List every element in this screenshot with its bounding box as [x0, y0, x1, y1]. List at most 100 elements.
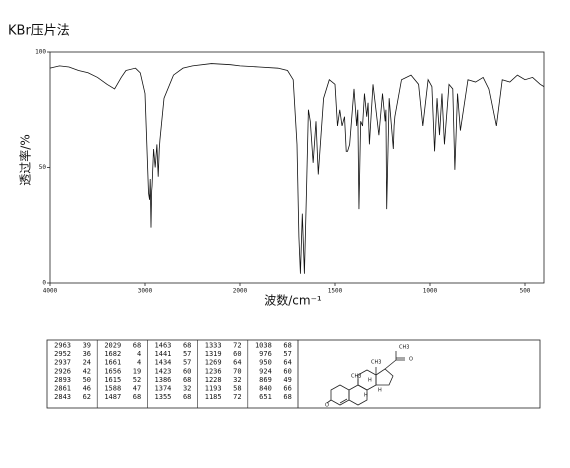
- structure-label: CH3: [351, 374, 361, 380]
- x-tick-label: 3000: [138, 288, 153, 295]
- x-axis-label: 波数/cm⁻¹: [264, 293, 322, 308]
- wavenumber: 1333: [205, 342, 222, 350]
- wavenumber: 1463: [155, 342, 172, 350]
- structure-label: H: [368, 378, 372, 384]
- x-tick-label: 500: [520, 288, 531, 295]
- transmittance: 36: [83, 350, 91, 358]
- structure-label: H: [378, 388, 382, 394]
- transmittance: 72: [233, 342, 241, 350]
- x-tick-label: 1000: [423, 288, 438, 295]
- transmittance: 68: [183, 393, 191, 401]
- peak-table: 2963 39 2952 36 2937 24 2926 42 2893 50 2861 46 2843…: [46, 339, 541, 409]
- transmittance: 52: [133, 376, 141, 384]
- transmittance: 68: [133, 393, 141, 401]
- wavenumber: 1193: [205, 385, 222, 393]
- transmittance: 68: [183, 376, 191, 384]
- wavenumber: 1434: [155, 359, 172, 367]
- wavenumber: 1185: [205, 393, 222, 401]
- transmittance: 70: [233, 367, 241, 375]
- wavenumber: 1682: [104, 350, 121, 358]
- transmittance: 68: [183, 342, 191, 350]
- wavenumber: 976: [259, 350, 272, 358]
- wavenumber: 1656: [104, 367, 121, 375]
- wavenumber: 2952: [54, 350, 71, 358]
- wavenumber: 1374: [155, 385, 172, 393]
- wavenumber: 2029: [104, 342, 121, 350]
- table-border: [46, 339, 541, 409]
- structure: [326, 351, 405, 406]
- transmittance: 50: [83, 376, 91, 384]
- y-tick-label: 100: [35, 49, 46, 56]
- x-tick-label: 2000: [233, 288, 248, 295]
- transmittance: 57: [183, 359, 191, 367]
- transmittance: 32: [233, 376, 241, 384]
- transmittance: 62: [83, 393, 91, 401]
- wavenumber: 840: [259, 385, 272, 393]
- transmittance: 32: [183, 385, 191, 393]
- transmittance: 58: [233, 385, 241, 393]
- transmittance: 72: [233, 393, 241, 401]
- wavenumber: 1588: [104, 385, 121, 393]
- x-tick-label: 4000: [43, 288, 58, 295]
- transmittance: 60: [283, 367, 291, 375]
- transmittance: 68: [283, 342, 291, 350]
- wavenumber: 1269: [205, 359, 222, 367]
- transmittance: 64: [233, 359, 241, 367]
- transmittance: 64: [283, 359, 291, 367]
- bond: [326, 399, 332, 404]
- transmittance: 60: [233, 350, 241, 358]
- transmittance: 66: [283, 385, 291, 393]
- wavenumber: 651: [259, 393, 272, 401]
- wavenumber: 1319: [205, 350, 222, 358]
- wavenumber: 1386: [155, 376, 172, 384]
- wavenumber: 924: [259, 367, 272, 375]
- wavenumber: 2861: [54, 385, 71, 393]
- transmittance: 46: [83, 385, 91, 393]
- transmittance: 4: [137, 359, 141, 367]
- y-axis-label: 透过率/%: [18, 134, 33, 185]
- y-tick-label: 50: [39, 164, 47, 171]
- wavenumber: 1423: [155, 367, 172, 375]
- transmittance: 39: [83, 342, 91, 350]
- wavenumber: 2937: [54, 359, 71, 367]
- wavenumber: 2963: [54, 342, 71, 350]
- transmittance: 47: [133, 385, 141, 393]
- wavenumber: 1441: [155, 350, 172, 358]
- transmittance: 68: [283, 393, 291, 401]
- y-tick-label: 0: [42, 280, 46, 287]
- bond: [384, 359, 397, 370]
- wavenumber: 1487: [104, 393, 121, 401]
- structure-label: CH3: [399, 345, 409, 351]
- transmittance: 49: [283, 376, 291, 384]
- plot-frame: [49, 51, 545, 284]
- wavenumber: 1661: [104, 359, 121, 367]
- structure-label: O: [409, 357, 413, 363]
- structure-label: O: [325, 403, 329, 409]
- structure-label: CH3: [371, 360, 381, 366]
- wavenumber: 869: [259, 376, 272, 384]
- wavenumber: 2843: [54, 393, 71, 401]
- transmittance: 24: [83, 359, 91, 367]
- transmittance: 68: [133, 342, 141, 350]
- wavenumber: 2926: [54, 367, 71, 375]
- ring-a: [330, 384, 350, 406]
- wavenumber: 2893: [54, 376, 71, 384]
- wavenumber: 1236: [205, 367, 222, 375]
- bond: [339, 398, 348, 404]
- structure-label: H: [364, 393, 368, 399]
- transmittance: 57: [283, 350, 291, 358]
- wavenumber: 1355: [155, 393, 172, 401]
- transmittance: 19: [133, 367, 141, 375]
- transmittance: 57: [183, 350, 191, 358]
- wavenumber: 950: [259, 359, 272, 367]
- wavenumber: 1228: [205, 376, 222, 384]
- transmittance: 60: [183, 367, 191, 375]
- transmittance: 42: [83, 367, 91, 375]
- spectrum-line: [49, 63, 545, 274]
- wavenumber: 1038: [255, 342, 272, 350]
- ring-d: [375, 368, 394, 386]
- wavenumber: 1615: [104, 376, 121, 384]
- transmittance: 4: [137, 350, 141, 358]
- x-tick-label: 1500: [328, 288, 343, 295]
